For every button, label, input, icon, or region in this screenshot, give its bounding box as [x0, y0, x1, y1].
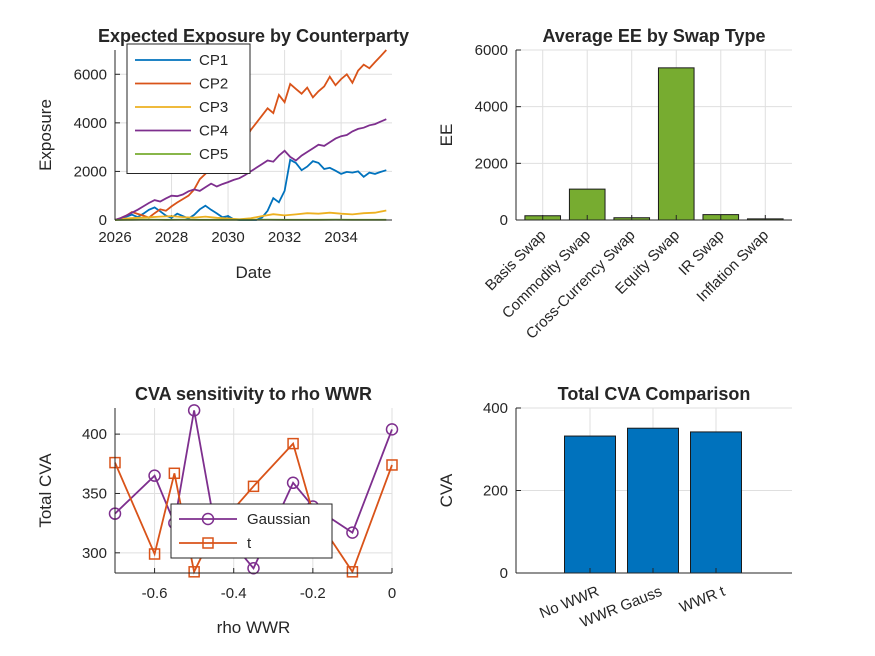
data-point — [188, 566, 200, 578]
y-tick-label: 4000 — [475, 99, 508, 116]
y-tick-label: 350 — [82, 485, 107, 502]
legend-item: t — [179, 535, 252, 552]
bar-equity-swap — [657, 67, 695, 221]
bar-wwr-t — [690, 431, 742, 574]
data-point — [385, 423, 399, 436]
chart-title: Total CVA Comparison — [558, 384, 751, 404]
y-tick-label: 300 — [82, 545, 107, 562]
y-tick-label: 200 — [483, 483, 508, 500]
data-point — [247, 480, 260, 493]
y-axis-label: EE — [437, 124, 456, 147]
bar-no-wwr — [564, 435, 616, 574]
plot-area — [516, 50, 792, 220]
x-axis-label: Date — [236, 263, 272, 282]
legend-item: CP1 — [135, 52, 228, 69]
chart-2: Average EE by Swap TypeEE0200040006000Ba… — [437, 26, 792, 343]
chart-title: Average EE by Swap Type — [542, 26, 765, 46]
x-tick-label: 2028 — [155, 229, 188, 246]
x-axis-label: rho WWR — [217, 618, 291, 637]
x-tick-label: -0.6 — [142, 585, 168, 602]
data-point — [247, 562, 260, 575]
series-line-cp3 — [114, 209, 387, 221]
data-point — [286, 476, 300, 490]
legend-item: CP5 — [135, 146, 228, 163]
data-point — [168, 467, 181, 480]
data-point — [386, 459, 398, 471]
data-point — [148, 469, 161, 482]
x-tick-label: -0.2 — [300, 585, 326, 602]
x-tick-label: 2030 — [211, 229, 244, 246]
y-tick-label: 400 — [483, 400, 508, 417]
legend-label: CP5 — [199, 146, 228, 163]
legend-label: CP4 — [199, 123, 228, 140]
legend-box — [170, 503, 333, 559]
bar-wwr-gauss — [627, 427, 679, 574]
x-tick-label: WWR t — [677, 583, 728, 617]
legend: CP1 CP2 CP3 CP4 CP5 — [126, 43, 251, 174]
chart-title: CVA sensitivity to rho WWR — [135, 384, 372, 404]
y-axis-label: Total CVA — [36, 453, 55, 528]
x-tick-label: 2032 — [268, 229, 301, 246]
x-tick-label: 2026 — [98, 229, 131, 246]
legend-marker — [201, 512, 215, 526]
legend-label: CP2 — [199, 76, 228, 93]
legend-label: CP1 — [199, 52, 228, 69]
y-tick-label: 4000 — [74, 115, 107, 132]
legend-label: t — [247, 535, 252, 552]
legend-marker — [202, 537, 214, 549]
y-tick-label: 0 — [500, 565, 508, 582]
y-tick-label: 6000 — [74, 66, 107, 83]
data-point — [346, 566, 359, 578]
legend-item: CP3 — [135, 99, 228, 116]
legend-label: CP3 — [199, 99, 228, 116]
y-tick-label: 2000 — [475, 155, 508, 172]
legend: Gaussian t — [170, 503, 333, 559]
y-axis-label: Exposure — [36, 99, 55, 171]
chart-3: CVA sensitivity to rho WWR Total CVA 300 35… — [36, 384, 399, 637]
y-tick-label: 400 — [82, 426, 107, 443]
data-point — [346, 526, 359, 539]
data-point — [187, 404, 201, 417]
y-tick-label: 0 — [500, 212, 508, 229]
x-tick-label: -0.4 — [221, 585, 247, 602]
legend-label: Gaussian — [247, 511, 310, 528]
y-tick-label: 0 — [99, 212, 107, 229]
bar-commodity-swap — [568, 188, 606, 221]
data-point — [287, 437, 299, 450]
y-axis-label: CVA — [437, 473, 456, 507]
chart-1: Expected Exposure by Counterparty Exposur… — [36, 26, 409, 282]
y-tick-label: 6000 — [475, 42, 508, 59]
series-line-cp2 — [114, 49, 387, 221]
legend-item: CP4 — [135, 123, 228, 140]
x-tick-label: 0 — [388, 585, 396, 602]
legend-box — [126, 43, 251, 174]
legend-item: CP2 — [135, 76, 228, 93]
data-point — [148, 548, 161, 560]
series-line-cp4 — [114, 118, 387, 221]
legend-item: Gaussian — [179, 511, 310, 528]
y-tick-label: 2000 — [74, 163, 107, 180]
chart-title: Expected Exposure by Counterparty — [98, 26, 409, 46]
x-tick-label: 2034 — [324, 229, 357, 246]
